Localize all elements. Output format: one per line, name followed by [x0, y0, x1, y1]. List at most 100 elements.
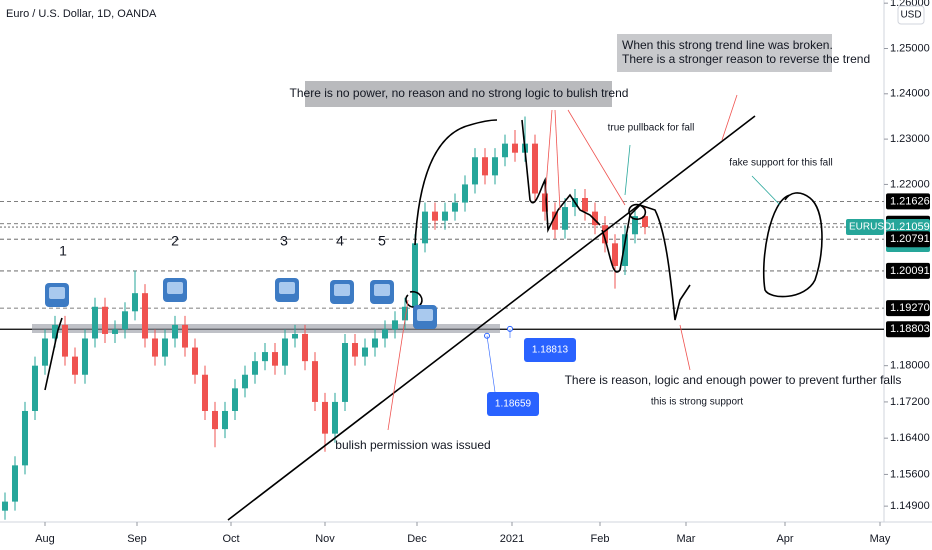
arrow [679, 324, 691, 371]
y-tick-label: 1.25000 [890, 42, 930, 54]
annotation: fake support for this fall [729, 158, 832, 169]
stroke [521, 119, 601, 234]
x-tick-label: Mar [677, 533, 696, 545]
arrow [544, 109, 553, 201]
count-label: 4 [336, 233, 344, 249]
candle-body [62, 324, 68, 357]
candle-body [262, 352, 268, 362]
candle-body [482, 157, 488, 176]
count-label: 5 [378, 233, 386, 249]
candle-body [272, 352, 278, 366]
price-level-label: 1.20791 [890, 233, 930, 245]
candle-body [182, 324, 188, 348]
candle-body [252, 361, 258, 375]
candles [2, 116, 648, 520]
y-tick-label: 1.26000 [890, 0, 930, 9]
candle-body [12, 465, 18, 502]
y-tick-label: 1.22000 [890, 178, 930, 190]
candle-body [402, 306, 408, 321]
candle-body [332, 401, 338, 434]
x-tick-label: Apr [776, 533, 793, 545]
thumb-grip [417, 309, 433, 321]
thumb-grip [374, 284, 390, 296]
annotation: There is no power, no reason and no stro… [290, 86, 629, 100]
candle-body [212, 410, 218, 430]
stroke [601, 204, 691, 321]
drawings [44, 115, 823, 521]
candle-body [412, 243, 418, 307]
y-tick-label: 1.23000 [890, 133, 930, 145]
price-level-box [886, 321, 930, 338]
candle-body [542, 193, 548, 212]
candle-body [642, 216, 648, 228]
annotation: true pullback for fall [608, 123, 695, 134]
annotation: bulish permission was issued [335, 438, 490, 452]
annotation: this is strong support [651, 397, 743, 408]
point-box [524, 338, 576, 362]
candle-body [382, 329, 388, 339]
candle-body [502, 143, 508, 158]
note-box [305, 81, 612, 107]
arrow [387, 299, 409, 431]
candle-body [132, 293, 138, 312]
stroke [628, 203, 647, 220]
point-label: 1.18813 [532, 345, 569, 356]
candle-body [452, 202, 458, 212]
x-tick-label: Oct [222, 533, 239, 545]
symbol-box [846, 219, 884, 236]
annotation: There is reason, logic and enough power … [565, 373, 902, 387]
candle-body [82, 338, 88, 375]
candle-body [302, 333, 308, 362]
point-connector [486, 335, 496, 393]
y-tick-label: 1.15600 [890, 468, 930, 480]
candle-body [172, 324, 178, 339]
arrows-teal [624, 144, 781, 206]
x-tick-label: 2021 [500, 533, 524, 545]
arrow [721, 94, 738, 141]
x-tick-label: Nov [315, 533, 335, 545]
x-tick-label: Sep [127, 533, 147, 545]
price-level-label: 1.19270 [890, 302, 930, 314]
y-tick-label: 1.14900 [890, 500, 930, 512]
candle-body [612, 243, 618, 266]
chart-title: Euro / U.S. Dollar, 1D, OANDA [6, 8, 157, 20]
count-label: 2 [171, 233, 179, 249]
candle-body [92, 306, 98, 339]
currency-box[interactable] [897, 5, 925, 25]
candle-body [372, 338, 378, 348]
candle-body [552, 211, 558, 230]
price-level-box [886, 300, 930, 317]
candle-body [592, 211, 598, 226]
candle-body [242, 374, 248, 389]
stroke [414, 119, 498, 246]
candle-body [622, 234, 628, 266]
grid-layer [0, 2, 888, 526]
candle-body [462, 184, 468, 203]
symbol-label: EURUSD [849, 222, 891, 233]
candle-body [32, 365, 38, 411]
point-box [487, 392, 539, 416]
arrow [567, 109, 626, 206]
candle-body [112, 329, 118, 334]
price-level-label: 1.21059 [890, 221, 930, 233]
candle-body [352, 343, 358, 357]
support-zone [32, 324, 500, 333]
candle-body [292, 333, 298, 339]
candle-body [312, 361, 318, 402]
arrow [751, 175, 781, 206]
price-level-box [886, 262, 930, 279]
candle-body [72, 356, 78, 375]
candle-body [422, 211, 428, 244]
candle-body [192, 347, 198, 375]
stroke [762, 192, 823, 298]
price-level-label: 1.20091 [890, 265, 930, 277]
y-tick-label: 1.24000 [890, 88, 930, 100]
candle-body [442, 211, 448, 221]
thumb-icons [45, 278, 437, 329]
candle-body [512, 143, 518, 153]
candle-body [52, 324, 58, 339]
candle-body [152, 338, 158, 357]
candle-body [582, 198, 588, 212]
candle-body [342, 343, 348, 402]
